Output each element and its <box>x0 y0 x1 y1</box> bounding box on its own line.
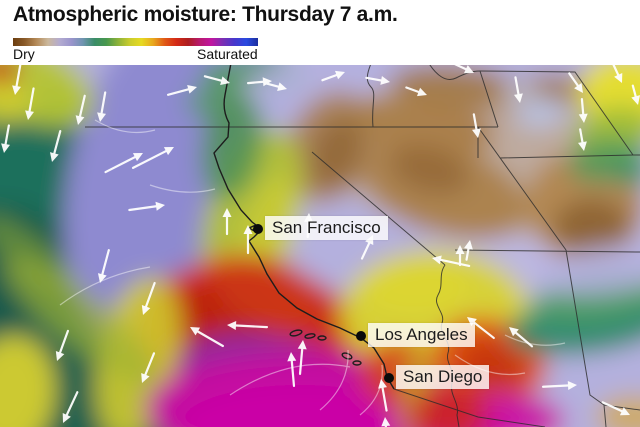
wind-arrow-icon <box>131 147 174 169</box>
wind-arrow-icon <box>104 153 143 174</box>
moisture-field <box>0 65 640 427</box>
wind-arrow-icon <box>75 94 86 125</box>
moisture-blob <box>610 154 640 186</box>
wind-arrow-icon <box>62 391 79 423</box>
moisture-blob <box>0 65 20 83</box>
city-label: San Francisco <box>265 216 388 240</box>
streamline <box>454 354 526 376</box>
wind-arrow-icon <box>432 255 471 268</box>
wind-arrow-icon <box>1 124 10 153</box>
wind-arrow-icon <box>190 327 225 348</box>
wind-arrows <box>1 65 640 427</box>
wind-arrow-icon <box>97 91 107 122</box>
wind-arrow-icon <box>578 128 587 151</box>
wind-arrow-icon <box>297 340 307 375</box>
wind-arrow-icon <box>97 249 110 283</box>
city-dot-icon <box>356 331 366 341</box>
legend-label-saturated: Saturated <box>197 46 258 62</box>
wind-arrow-icon <box>287 352 297 387</box>
moisture-blob <box>0 81 30 125</box>
moisture-map: San Francisco Los Angeles San Diego <box>0 65 640 427</box>
moisture-blob <box>390 146 470 194</box>
moisture-blob <box>309 118 363 188</box>
moisture-blob <box>538 243 640 297</box>
wind-arrow-icon <box>12 65 22 95</box>
wind-arrow-icon <box>601 401 630 416</box>
moisture-blob <box>200 90 264 200</box>
city-labels-layer: San Francisco Los Angeles San Diego <box>0 65 640 427</box>
wind-arrow-icon <box>578 97 588 123</box>
city-label: Los Angeles <box>368 323 475 347</box>
streamline <box>504 334 566 346</box>
wind-arrow-icon <box>227 320 269 330</box>
wind-arrow-icon <box>25 87 35 120</box>
wind-arrow-icon <box>141 352 156 383</box>
wind-arrow-icon <box>321 70 345 82</box>
moisture-blob <box>360 259 470 315</box>
city-dot-icon <box>253 224 263 234</box>
wind-arrow-icon <box>141 281 156 315</box>
moisture-legend-gradient <box>13 38 258 46</box>
moisture-blob <box>0 335 56 427</box>
wind-arrow-icon <box>455 245 465 267</box>
wind-arrow-icon <box>381 417 391 427</box>
moisture-blob <box>0 215 79 295</box>
wind-arrow-icon <box>203 75 230 86</box>
streamline <box>94 119 156 134</box>
wind-arrow-icon <box>467 317 495 340</box>
wind-arrow-icon <box>55 329 70 361</box>
wind-arrow-icon <box>405 86 427 97</box>
moisture-blob <box>554 199 630 255</box>
wind-arrow-icon <box>49 129 62 162</box>
coastline <box>213 65 395 390</box>
city-label: San Diego <box>396 365 490 389</box>
city-dot-icon <box>384 373 394 383</box>
moisture-blob <box>507 75 597 111</box>
wind-arrow-icon <box>464 240 473 261</box>
legend-label-dry: Dry <box>13 46 35 62</box>
wind-arrow-icon <box>365 76 390 85</box>
moisture-blob <box>408 385 488 427</box>
moisture-blob <box>180 385 420 427</box>
moisture-blob <box>516 99 568 127</box>
wind-arrow-icon <box>509 327 534 348</box>
streamline <box>59 266 151 306</box>
wind-arrow-icon <box>264 82 287 92</box>
wind-arrow-icon <box>128 201 165 212</box>
wind-arrow-icon <box>568 72 583 93</box>
moisture-blob <box>3 258 157 382</box>
streamline <box>149 184 216 193</box>
wind-arrow-icon <box>514 76 523 103</box>
page-title: Atmospheric moisture: Thursday 7 a.m. <box>13 3 398 26</box>
wind-arrow-icon <box>472 113 481 138</box>
wind-arrow-icon <box>166 84 197 96</box>
wind-arrow-icon <box>541 380 577 390</box>
moisture-blob <box>214 255 322 331</box>
moisture-map-canvas <box>0 65 640 427</box>
header: Atmospheric moisture: Thursday 7 a.m. Dr… <box>0 0 640 65</box>
wind-arrow-icon <box>222 208 232 236</box>
moisture-blob <box>0 65 95 127</box>
streamline <box>229 363 351 396</box>
wind-arrow-icon <box>631 84 640 105</box>
moisture-blob <box>502 84 538 102</box>
wind-arrow-icon <box>378 379 388 412</box>
streamline <box>319 349 349 411</box>
wind-arrow-icon <box>454 65 474 74</box>
wind-arrow-icon <box>612 65 623 83</box>
wind-streamlines <box>59 119 566 416</box>
wind-arrow-icon <box>243 225 253 255</box>
streamline <box>359 364 383 416</box>
